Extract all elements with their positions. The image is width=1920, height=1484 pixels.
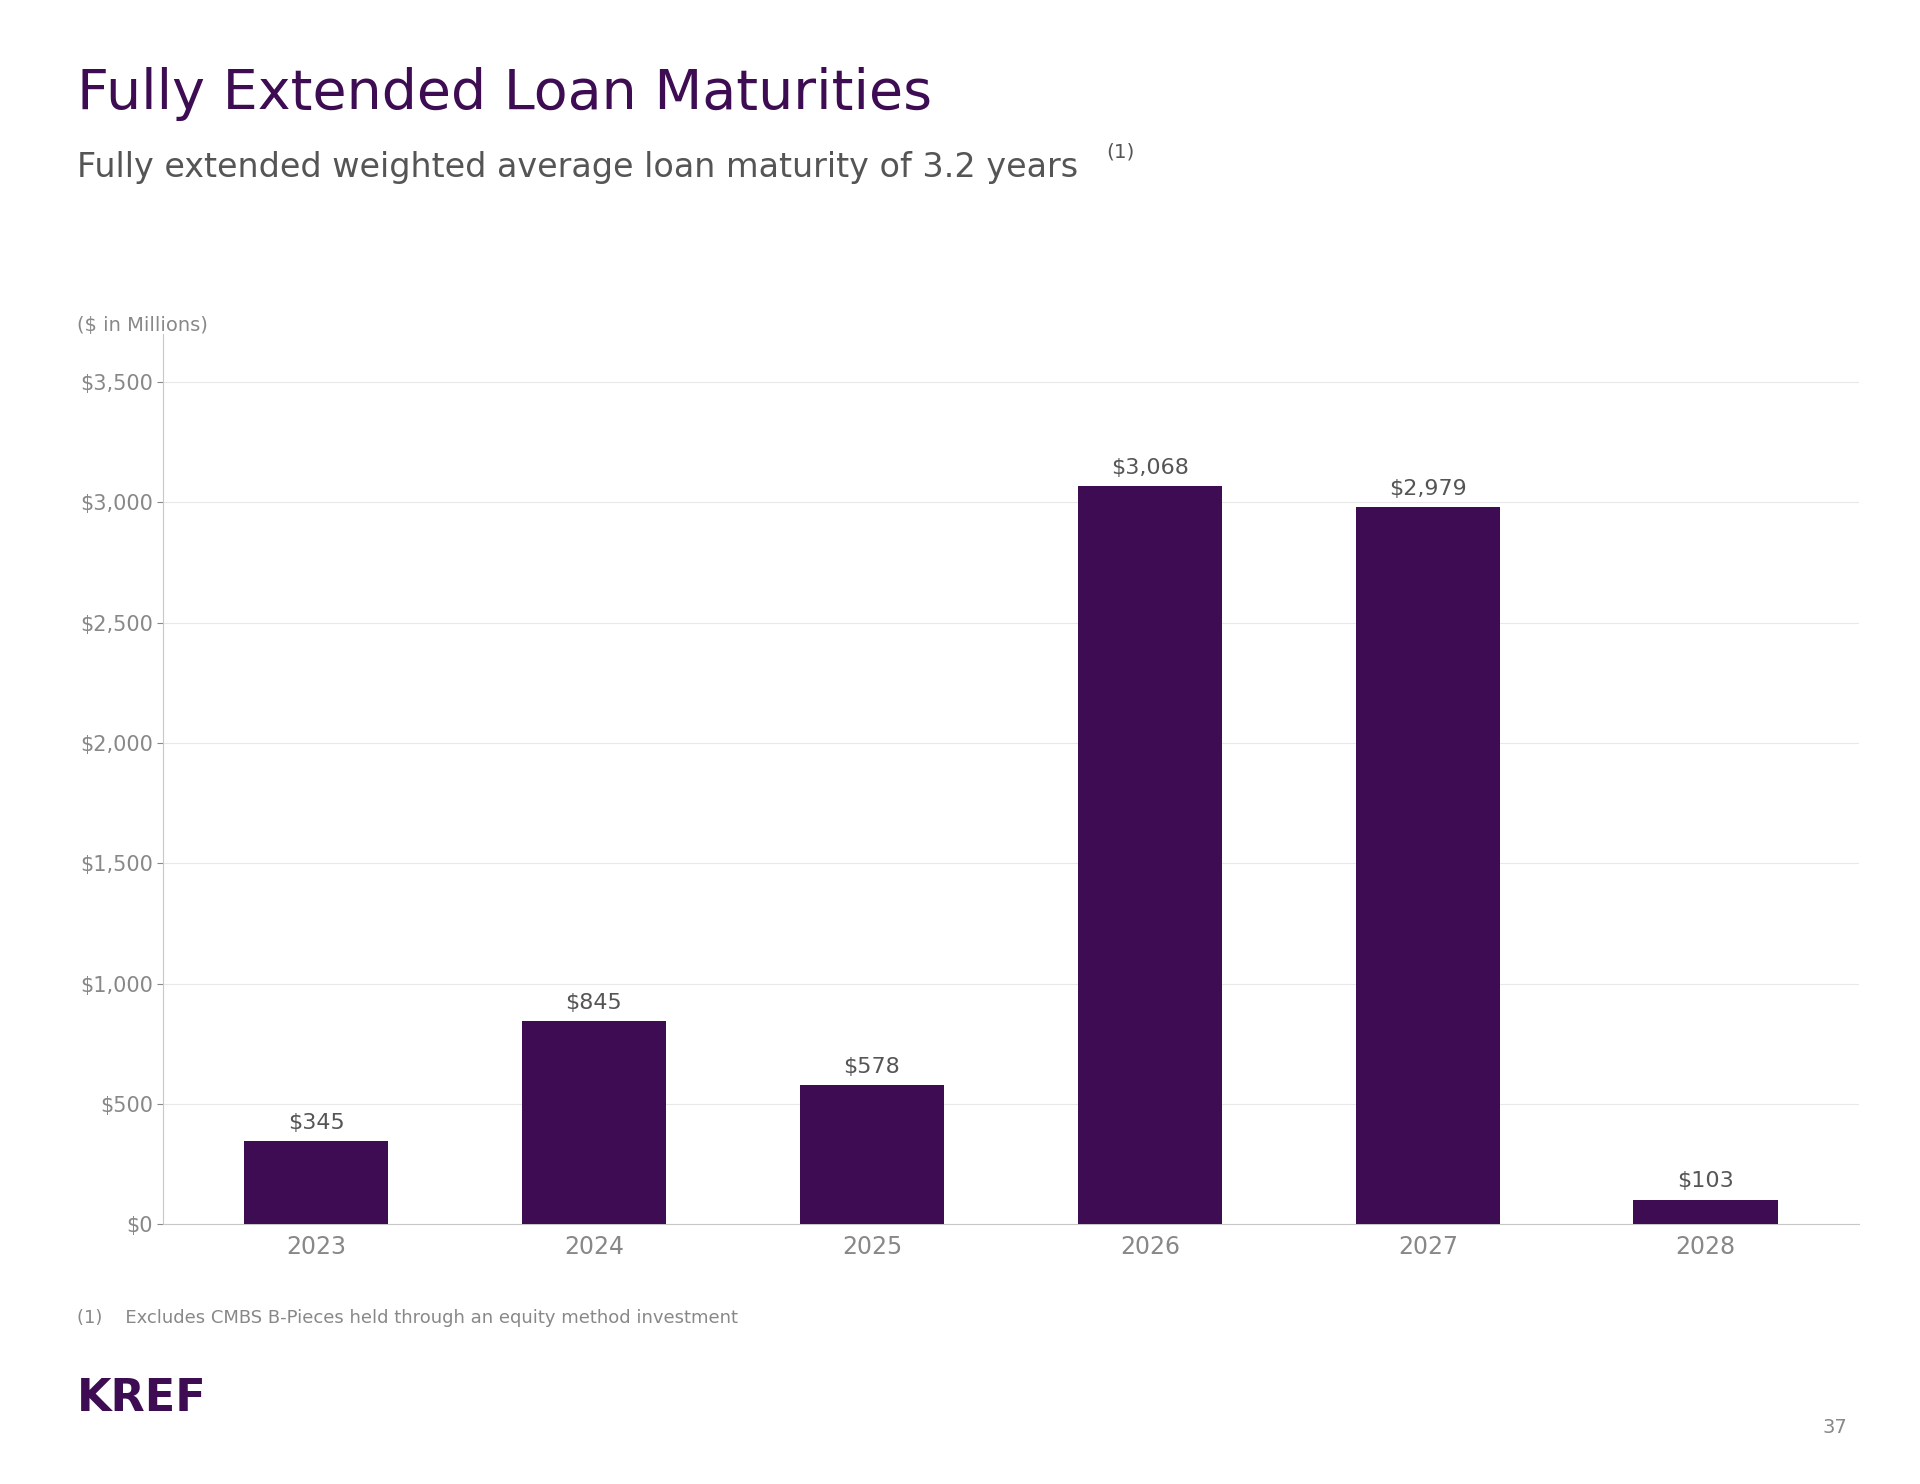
Text: (1): (1) xyxy=(1302,254,1329,269)
Text: 37: 37 xyxy=(1822,1417,1847,1437)
Text: KREF: KREF xyxy=(77,1377,207,1420)
Bar xyxy=(1077,485,1223,1224)
Text: $845: $845 xyxy=(566,993,622,1012)
Bar xyxy=(244,1141,388,1224)
Text: $578: $578 xyxy=(843,1057,900,1077)
Text: Fully Extended Loan Maturities: Fully Extended Loan Maturities xyxy=(737,264,1198,289)
Text: (1)    Excludes CMBS B-Pieces held through an equity method investment: (1) Excludes CMBS B-Pieces held through … xyxy=(77,1309,737,1327)
Text: (1): (1) xyxy=(1106,142,1135,162)
Text: $103: $103 xyxy=(1678,1171,1734,1192)
Text: $2,979: $2,979 xyxy=(1388,479,1467,499)
Text: $345: $345 xyxy=(288,1113,344,1132)
Text: Fully Extended Loan Maturities: Fully Extended Loan Maturities xyxy=(77,67,931,120)
Text: $3,068: $3,068 xyxy=(1112,457,1188,478)
Bar xyxy=(799,1085,945,1224)
Bar xyxy=(1356,508,1500,1224)
Bar xyxy=(522,1021,666,1224)
Text: Fully extended weighted average loan maturity of 3.2 years: Fully extended weighted average loan mat… xyxy=(77,151,1077,184)
Text: ($ in Millions): ($ in Millions) xyxy=(77,316,207,335)
Bar xyxy=(1634,1199,1778,1224)
